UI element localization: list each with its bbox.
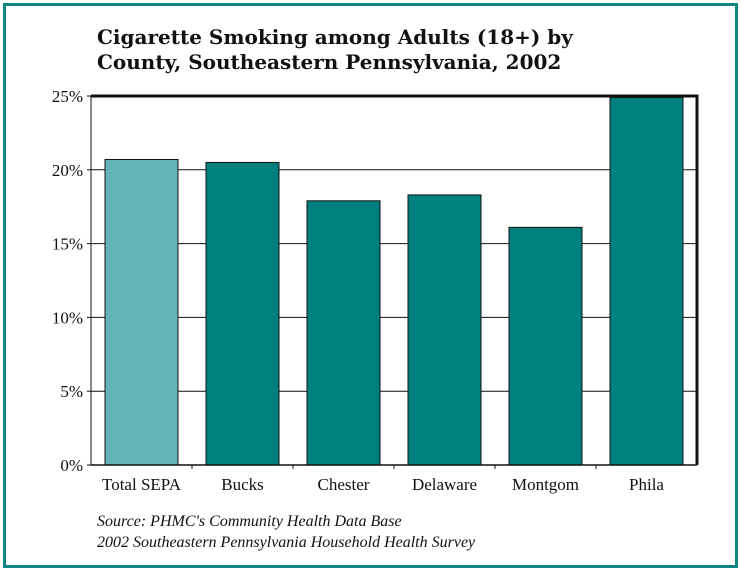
bar-phila	[609, 96, 684, 466]
chart-title-line-2: County, Southeastern Pennsylvania, 2002	[97, 50, 562, 74]
bar-chester	[306, 200, 381, 466]
bar-bucks	[205, 161, 280, 466]
axes	[87, 94, 699, 469]
chart-title: Cigarette Smoking among Adults (18+) by …	[97, 25, 657, 75]
x-tick-label: Total SEPA	[102, 475, 182, 494]
source-line-1: Source: PHMC's Community Health Data Bas…	[97, 513, 402, 530]
bar-total-sepa	[104, 158, 179, 466]
y-tick-label: 10%	[52, 308, 83, 327]
bar-montgom	[508, 226, 583, 466]
y-tick-labels: 0% 5% 10% 15% 20% 25%	[52, 87, 83, 475]
x-tick-labels: Total SEPA Bucks Chester Delaware Montgom Phi…	[102, 475, 664, 494]
y-tick-label: 20%	[52, 161, 83, 180]
source-note: Source: PHMC's Community Health Data Bas…	[97, 511, 697, 553]
x-tick-label: Delaware	[412, 475, 477, 494]
source-line-2: 2002 Southeastern Pennsylvania Household…	[97, 534, 476, 551]
bar-delaware	[407, 194, 482, 466]
x-tick-label: Montgom	[512, 475, 579, 494]
y-tick-label: 15%	[52, 235, 83, 254]
y-tick-label: 25%	[52, 87, 83, 106]
x-tick-label: Phila	[629, 475, 664, 494]
y-tick-label: 0%	[60, 456, 83, 475]
gridlines	[91, 169, 697, 392]
y-tick-label: 5%	[60, 382, 83, 401]
bars	[104, 96, 684, 466]
x-tick-label: Chester	[318, 475, 370, 494]
chart-title-line-1: Cigarette Smoking among Adults (18+) by	[97, 25, 573, 49]
x-tick-label: Bucks	[221, 475, 264, 494]
